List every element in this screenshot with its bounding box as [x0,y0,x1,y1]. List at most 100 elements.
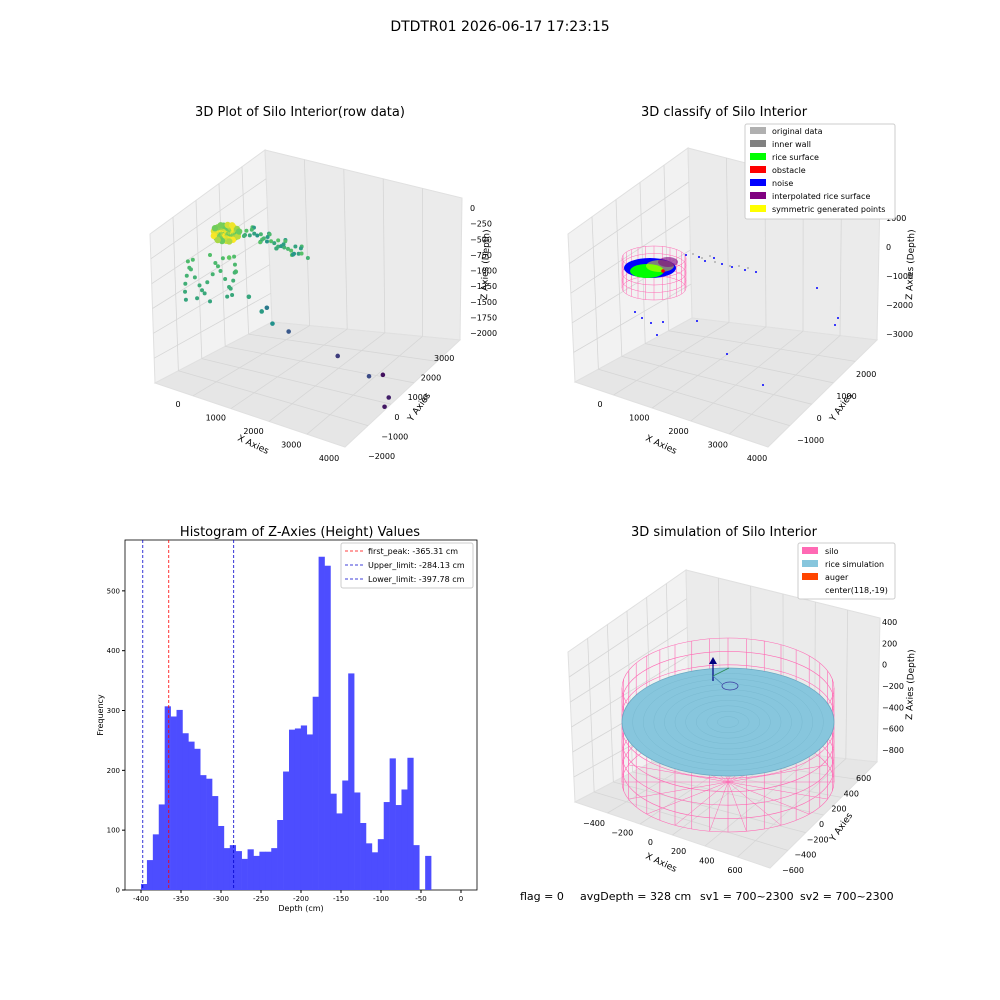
raw-data-point [264,305,270,311]
histogram-bar [324,565,331,890]
raw-wall-point [208,253,212,257]
classify-original-point [747,267,749,269]
raw-y-ticks: −2000 −1000 0 1000 2000 3000 [368,354,454,461]
classify-original-point [709,255,711,257]
raw-data-point [246,294,252,300]
sim-gridlines [568,577,860,858]
classify-x-tick-label: 2000 [668,427,688,436]
raw-edge-point [255,233,260,238]
raw-y-tick-label: 3000 [434,354,454,363]
gridline [726,157,730,323]
raw-wall-point [223,277,228,281]
raw-edge-point [293,244,298,249]
classify-legend-label: rice surface [772,153,819,162]
raw-edge-point [285,246,290,251]
histogram-bar [152,834,160,890]
histogram-bar [241,858,248,890]
histogram-bar [300,725,308,890]
gridline [845,609,849,759]
figure-suptitle: DTDTR01 2026-06-17 17:23:15 [390,19,609,35]
histogram-legend-label: first_peak: -365.31 cm [368,547,458,556]
gridline [570,215,690,294]
histogram-bar [247,849,254,890]
classify-x-ticks: 0 1000 2000 3000 4000 [597,400,767,463]
raw-x-tick-label: 1000 [206,414,226,423]
sim-x-tick-label: −400 [583,819,605,828]
auger-direction [712,675,723,685]
raw-wall-point [232,262,237,267]
histogram-bar [223,848,231,890]
histogram-bar [158,804,165,890]
histogram-y-tick-label: 200 [107,767,120,775]
raw-edge-point [289,248,294,253]
raw-y-tick-label: −2000 [368,452,395,461]
histogram-y-tick-label: 0 [116,887,120,895]
gridline [568,598,687,678]
raw-data-point [366,373,372,379]
classify-y-tick-label: 2000 [856,370,876,379]
histogram-bar [271,848,278,890]
panel-classify: 3D classify of Silo Interior 0 1000 2000 30… [567,105,917,463]
raw-wall-point [183,297,188,302]
classify-plot-title: 3D classify of Silo Interior [641,105,808,120]
classify-noise-point [704,260,706,262]
gridline [663,165,669,331]
footer-sv2: sv2 = 700~2300 [800,890,894,903]
raw-edge-point [281,242,286,247]
histogram-x-tick-label: -350 [173,895,189,903]
classify-legend-label: inner wall [772,140,811,149]
raw-z-tick-label: −500 [470,235,492,244]
histogram-bar [383,802,390,890]
classify-noise-point [662,321,664,323]
raw-z-tick-label: −1000 [470,267,497,276]
sim-z-tick-label: −400 [882,703,904,712]
classify-original-point [738,265,740,267]
raw-edge-point [241,233,246,238]
simulation-legend-label: center(118,-19) [825,586,888,595]
classify-z-ticks: 1000 0 −1000 −2000 −3000 [886,214,913,339]
raw-edge-point [244,228,249,233]
histogram-bar [141,884,148,890]
classify-legend-label: original data [772,127,823,136]
classify-x-tick-label: 4000 [747,454,767,463]
silo-floor-spoke [628,764,729,783]
raw-edge-point [272,241,277,246]
classify-x-tick-label: 1000 [629,414,649,423]
simulation-legend-swatch [802,573,818,580]
gridline [151,206,268,285]
classify-legend-label: noise [772,179,793,188]
raw-wall-point [185,259,190,264]
auger-direction [712,667,730,677]
classify-noise-point [698,256,700,258]
histogram-x-tick-label: -400 [133,895,149,903]
histogram-y-ticks: 0 100 200 300 400 500 [107,587,125,895]
panel-raw-data: 3D Plot of Silo Interior(row data) 0 1000… [149,105,497,463]
simulation-title: 3D simulation of Silo Interior [631,525,818,540]
gridline [304,159,310,326]
classify-noise-point [837,317,839,319]
classify-noise-point [731,266,733,268]
classify-point-cloud [621,245,839,386]
raw-edge-point [264,239,269,244]
raw-wall-point [208,299,213,304]
footer-flag: flag = 0 [520,890,564,903]
classify-z-tick-label: −3000 [886,330,913,339]
classify-noise-point [726,353,728,355]
rice-mesh-ring [674,694,782,750]
histogram-x-tick-label: -250 [253,895,269,903]
sim-z-ticks: 400 200 0 −200 −400 −600 −800 [882,618,904,755]
histogram-bar [188,741,195,890]
histogram-x-tick-label: -100 [373,895,389,903]
raw-edge-point [283,239,288,244]
classify-legend-swatch [750,166,766,173]
raw-edge-point [276,238,281,243]
raw-wall-point [213,261,218,265]
raw-surface-point [234,233,241,240]
histogram-bar [306,734,313,890]
sim-z-tick-label: 200 [882,639,897,648]
raw-z-axis-label: Z Axies (Depth) [480,229,492,300]
raw-edge-point [265,235,270,240]
histogram-x-axis-label: Depth (cm) [278,904,323,913]
gridline [571,655,689,728]
